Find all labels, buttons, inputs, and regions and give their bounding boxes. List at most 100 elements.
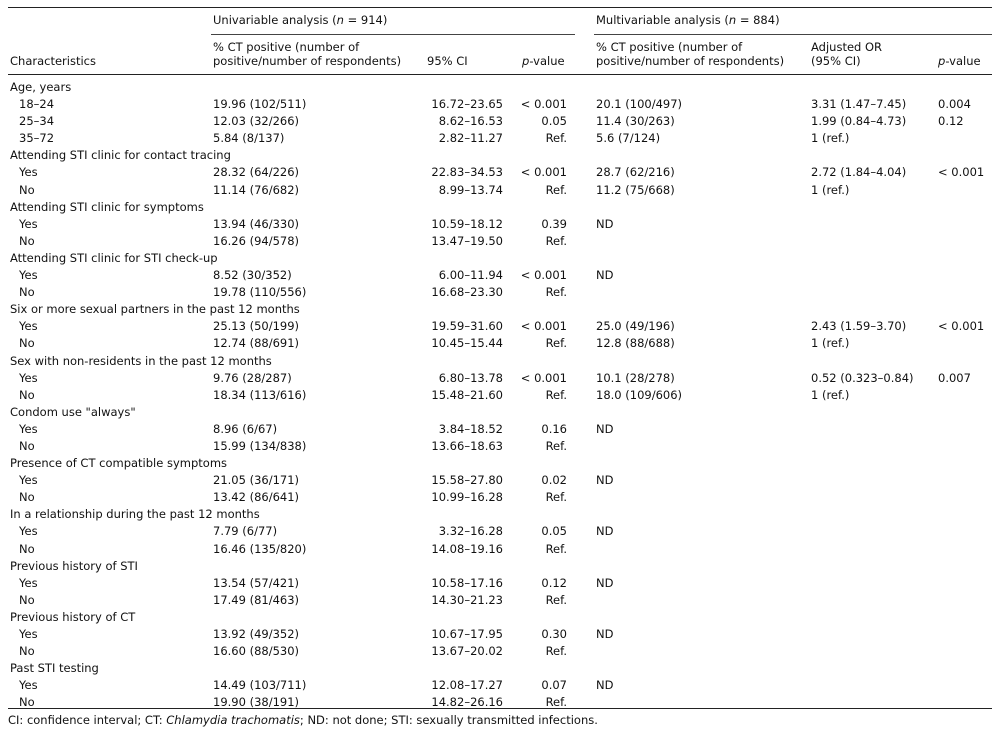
univariable-pct-cell: 15.99 (134/838) [213,438,307,453]
univariable-pct-cell: 13.54 (57/421) [213,575,300,590]
adjusted-or-cell: 1.99 (0.84–4.73) [811,114,907,129]
group-header-row: In a relationship during the past 12 mon… [0,506,1000,523]
row-label: Attending STI clinic for symptoms [10,199,204,214]
univariable-pvalue-cell: 0.07 [541,678,567,693]
univariable-pct-cell: 19.90 (38/191) [213,695,300,710]
multivariable-pct-cell: 25.0 (49/196) [596,319,675,334]
top-rule [8,7,992,8]
table-row: Yes 25.13 (50/199) 19.59–31.60 < 0.001 25.0 … [0,318,1000,335]
group-header-row: Age, years [0,79,1000,96]
row-label: Yes [19,627,38,641]
univariable-ci-cell: 8.62–16.53 [438,114,503,129]
row-label: Yes [19,268,38,283]
multivariable-pct-cell: ND [596,473,614,488]
multivariable-pvalue-cell: < 0.001 [938,319,985,334]
adjusted-or-cell: 3.31 (1.47–7.45) [811,97,907,112]
univariable-pvalue-cell: 0.30 [541,627,567,641]
univariable-ci-cell: 15.58–27.80 [431,473,503,488]
univariable-ci-cell: 8.99–13.74 [438,182,503,197]
row-label: No [19,541,35,556]
group-header-row: Attending STI clinic for contact tracing [0,147,1000,164]
row-label: 35–72 [19,131,55,146]
row-label: Yes [19,575,38,590]
univariable-pvalue-cell: < 0.001 [520,268,567,283]
univariable-ci-cell: 3.32–16.28 [438,524,503,539]
multivariable-pct-cell: ND [596,268,614,283]
multivariable-rule [594,34,992,35]
univariable-pct-cell: 28.32 (64/226) [213,165,300,180]
univariable-ci-cell: 2.82–11.27 [438,131,503,146]
univariable-pct-cell: 18.34 (113/616) [213,387,307,402]
row-label: 18–24 [19,97,55,112]
univariable-pvalue-cell: Ref. [545,695,567,710]
univariable-pvalue-cell: Ref. [545,592,567,607]
row-label: In a relationship during the past 12 mon… [10,507,260,522]
multivariable-pct-cell: ND [596,678,614,693]
table-bottom-rule [8,708,992,709]
table-row: 35–72 5.84 (8/137) 2.82–11.27 Ref. 5.6 (7/12… [0,130,1000,147]
univariable-pct-cell: 8.52 (30/352) [213,268,292,283]
table-row: No 15.99 (134/838) 13.66–18.63 Ref. [0,438,1000,455]
univariable-pvalue-cell: Ref. [545,182,567,197]
univariable-ci-cell: 10.45–15.44 [431,336,503,351]
group-header-row: Previous history of CT [0,609,1000,626]
univariable-ci-cell: 13.66–18.63 [431,438,503,453]
row-label: No [19,592,35,607]
row-label: No [19,336,35,351]
group-header-row: Past STI testing [0,660,1000,677]
table-row: 25–34 12.03 (32/266) 8.62–16.53 0.05 11.4 (3… [0,113,1000,130]
univariable-pct-cell: 21.05 (36/171) [213,473,300,488]
table-row: No 16.60 (88/530) 13.67–20.02 Ref. [0,643,1000,660]
univariable-pvalue-cell: Ref. [545,644,567,659]
row-label: Sex with non-residents in the past 12 mo… [10,353,272,368]
univariable-pct-cell: 16.46 (135/820) [213,541,307,556]
univariable-pvalue-cell: 0.12 [541,575,567,590]
multivariable-pct-cell: 5.6 (7/124) [596,131,661,146]
univariable-ci-cell: 15.48–21.60 [431,387,503,402]
univariable-pct-cell: 9.76 (28/287) [213,370,292,385]
group-header-row: Condom use "always" [0,404,1000,421]
multivariable-pct-cell: 18.0 (109/606) [596,387,683,402]
characteristics-header: Characteristics [10,54,96,68]
table-row: Yes 9.76 (28/287) 6.80–13.78 < 0.001 10.1 (2… [0,370,1000,387]
multivariable-pct-cell: 11.2 (75/668) [596,182,675,197]
univariable-pvalue-cell: < 0.001 [520,370,567,385]
univariable-ci-cell: 6.80–13.78 [438,370,503,385]
adjusted-or-cell: 1 (ref.) [811,387,850,402]
row-label: Yes [19,473,38,488]
row-label: No [19,490,35,505]
multivariable-pvalue-header: p-value [938,54,981,68]
table-row: Yes 13.92 (49/352) 10.67–17.95 0.30 ND [0,626,1000,643]
univariable-pvalue-cell: Ref. [545,233,567,248]
group-header-row: Sex with non-residents in the past 12 mo… [0,353,1000,370]
univariable-pvalue-cell: < 0.001 [520,165,567,180]
univariable-pct-cell: 11.14 (76/682) [213,182,300,197]
multivariable-pct-cell: ND [596,524,614,539]
univariable-ci-cell: 19.59–31.60 [431,319,503,334]
univariable-ci-cell: 10.67–17.95 [431,627,503,641]
multivariable-pct-cell: 28.7 (62/216) [596,165,675,180]
multivariable-pvalue-cell: < 0.001 [938,165,985,180]
row-label: Presence of CT compatible symptoms [10,456,228,471]
table-row: Yes 8.52 (30/352) 6.00–11.94 < 0.001 ND [0,267,1000,284]
row-label: Yes [19,678,38,693]
multivariable-pct-cell: 11.4 (30/263) [596,114,675,129]
table-row: 18–24 19.96 (102/511) 16.72–23.65 < 0.001 20… [0,96,1000,113]
univariable-pvalue-cell: < 0.001 [520,319,567,334]
row-label: Yes [19,524,38,539]
row-label: Attending STI clinic for contact tracing [10,148,231,163]
multivariable-pct-cell: 20.1 (100/497) [596,97,683,112]
univariable-ci-cell: 10.59–18.12 [431,216,503,231]
row-label: Previous history of STI [10,558,138,573]
univariable-pct-cell: 5.84 (8/137) [213,131,285,146]
adjusted-or-cell: 2.72 (1.84–4.04) [811,165,907,180]
adjusted-or-cell: 0.52 (0.323–0.84) [811,370,914,385]
table-row: No 16.26 (94/578) 13.47–19.50 Ref. [0,233,1000,250]
table-row: No 12.74 (88/691) 10.45–15.44 Ref. 12.8 (88/… [0,335,1000,352]
univariable-pct-cell: 12.74 (88/691) [213,336,300,351]
adjusted-or-cell: 1 (ref.) [811,182,850,197]
table-body: Age, years 18–24 19.96 (102/511) 16.72–23.6… [0,79,1000,711]
univariable-pct-cell: 8.96 (6/67) [213,421,278,436]
univariable-pct-cell: 13.42 (86/641) [213,490,300,505]
univariable-pct-header: % CT positive (number of positive/number… [213,40,402,68]
